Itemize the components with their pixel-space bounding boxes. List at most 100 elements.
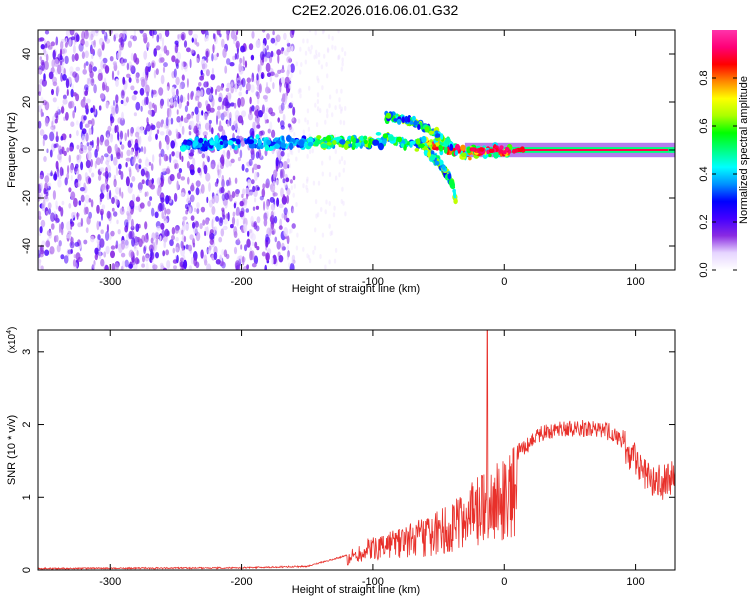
- noise-speckle: [176, 172, 181, 180]
- noise-speckle: [152, 264, 158, 270]
- noise-speckle: [107, 125, 112, 133]
- noise-speckle: [106, 210, 111, 219]
- noise-speckle: [278, 255, 284, 263]
- noise-speckle: [111, 107, 116, 115]
- noise-speckle: [98, 250, 102, 260]
- noise-speckle: [130, 126, 134, 134]
- noise-speckle: [280, 102, 285, 111]
- noise-speckle: [226, 120, 230, 127]
- noise-speckle: [180, 60, 184, 71]
- noise-speckle: [317, 52, 321, 58]
- noise-speckle: [288, 163, 291, 169]
- noise-speckle: [212, 33, 216, 40]
- noise-speckle: [113, 100, 115, 107]
- noise-speckle: [326, 48, 330, 54]
- colorbar-tick-label: 0.0: [698, 262, 710, 277]
- noise-speckle: [138, 238, 143, 248]
- noise-speckle: [181, 74, 185, 81]
- noise-speckle: [80, 194, 85, 203]
- noise-speckle: [169, 97, 174, 106]
- noise-speckle: [175, 88, 179, 97]
- noise-speckle: [225, 158, 230, 168]
- noise-speckle: [105, 245, 110, 255]
- noise-speckle: [91, 118, 95, 127]
- noise-speckle: [76, 130, 79, 137]
- noise-speckle: [172, 247, 176, 254]
- noise-speckle: [272, 30, 275, 36]
- noise-speckle: [222, 111, 228, 117]
- noise-speckle: [278, 105, 284, 112]
- noise-speckle: [122, 76, 126, 85]
- noise-speckle: [71, 36, 75, 41]
- noise-speckle: [257, 64, 260, 73]
- noise-speckle: [226, 82, 231, 90]
- noise-speckle: [191, 37, 194, 43]
- noise-speckle: [163, 153, 168, 162]
- signal-blob: [214, 135, 219, 143]
- noise-speckle: [190, 194, 195, 203]
- noise-speckle: [266, 33, 270, 40]
- noise-speckle: [140, 78, 146, 88]
- noise-speckle: [138, 158, 142, 164]
- noise-speckle: [151, 178, 154, 185]
- noise-speckle: [169, 174, 175, 182]
- noise-speckle: [171, 55, 176, 63]
- noise-speckle: [180, 247, 186, 257]
- noise-speckle: [150, 184, 155, 190]
- noise-speckle: [216, 85, 222, 92]
- noise-speckle: [308, 30, 312, 33]
- noise-speckle: [320, 207, 323, 212]
- noise-speckle: [134, 205, 140, 211]
- signal-peak: [489, 148, 495, 153]
- noise-speckle: [321, 30, 325, 35]
- noise-speckle: [159, 131, 165, 136]
- noise-speckle: [123, 58, 127, 63]
- noise-speckle: [248, 158, 253, 167]
- noise-speckle: [57, 106, 60, 113]
- noise-speckle: [230, 224, 234, 229]
- noise-speckle: [323, 53, 326, 59]
- noise-speckle: [38, 252, 44, 258]
- noise-speckle: [38, 210, 42, 218]
- noise-speckle: [169, 153, 172, 163]
- noise-speckle: [120, 144, 125, 150]
- noise-speckle: [149, 196, 153, 201]
- noise-speckle: [160, 222, 165, 230]
- noise-speckle: [241, 163, 245, 172]
- noise-speckle: [281, 242, 285, 252]
- spectrogram-marks: [38, 30, 675, 270]
- noise-speckle: [179, 267, 184, 270]
- noise-speckle: [282, 161, 288, 170]
- signal-blob: [398, 136, 402, 143]
- noise-speckle: [100, 258, 105, 267]
- noise-speckle: [341, 57, 344, 63]
- noise-speckle: [73, 254, 77, 259]
- noise-speckle: [201, 153, 205, 159]
- colorbar-tick-label: 0.6: [698, 118, 710, 133]
- noise-speckle: [85, 227, 89, 234]
- noise-speckle: [281, 93, 286, 103]
- noise-speckle: [49, 172, 53, 177]
- noise-speckle: [53, 173, 58, 181]
- y-tick-label: -20: [21, 190, 33, 206]
- noise-speckle: [196, 208, 200, 214]
- noise-speckle: [186, 78, 189, 88]
- noise-speckle: [60, 41, 64, 50]
- noise-speckle: [42, 138, 45, 147]
- noise-speckle: [38, 249, 41, 259]
- noise-speckle: [223, 217, 228, 225]
- noise-speckle: [189, 234, 194, 241]
- noise-speckle: [69, 133, 72, 139]
- noise-speckle: [307, 46, 310, 52]
- noise-speckle: [120, 265, 124, 270]
- signal-peak: [470, 147, 476, 152]
- signal-blob: [209, 140, 215, 146]
- noise-speckle: [205, 34, 209, 42]
- noise-speckle: [210, 73, 216, 81]
- branch-blob: [401, 116, 405, 124]
- branch-blob: [435, 133, 441, 138]
- noise-speckle: [108, 172, 112, 178]
- noise-speckle: [297, 118, 301, 124]
- noise-speckle: [297, 148, 301, 153]
- noise-speckle: [44, 30, 50, 35]
